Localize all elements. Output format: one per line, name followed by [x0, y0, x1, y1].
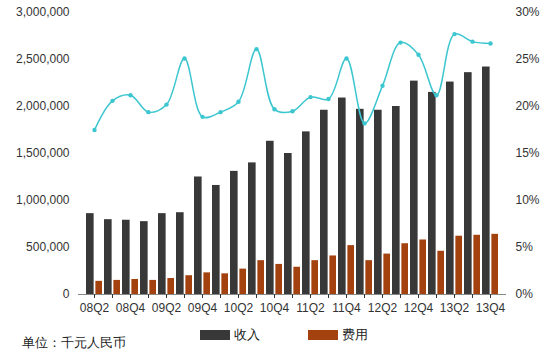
html-text:单位：千元人民币: 单位：千元人民币 [22, 335, 126, 350]
svg-text:2,000,000: 2,000,000 [16, 99, 70, 113]
svg-text:25%: 25% [516, 52, 540, 66]
svg-text:1,500,000: 1,500,000 [16, 146, 70, 160]
svg-text:20%: 20% [516, 99, 540, 113]
svg-text:09Q2: 09Q2 [152, 301, 182, 315]
svg-text:13Q4: 13Q4 [476, 301, 506, 315]
svg-text:15%: 15% [516, 146, 540, 160]
svg-text:0: 0 [63, 287, 70, 301]
svg-text:10%: 10% [516, 193, 540, 207]
svg-text:08Q4: 08Q4 [116, 301, 146, 315]
svg-text:08Q2: 08Q2 [80, 301, 110, 315]
svg-text:3,000,000: 3,000,000 [16, 5, 70, 19]
svg-text:12Q2: 12Q2 [368, 301, 398, 315]
svg-text:09Q4: 09Q4 [188, 301, 218, 315]
svg-text:30%: 30% [516, 5, 540, 19]
html-text:费用: 费用 [342, 327, 368, 342]
svg-text:13Q2: 13Q2 [440, 301, 470, 315]
svg-text:10Q4: 10Q4 [260, 301, 290, 315]
svg-text:11Q2: 11Q2 [296, 301, 325, 315]
svg-text:1,000,000: 1,000,000 [16, 193, 70, 207]
svg-text:5%: 5% [516, 240, 534, 254]
svg-text:500,000: 500,000 [26, 240, 70, 254]
svg-text:12Q4: 12Q4 [404, 301, 434, 315]
svg-text:0%: 0% [516, 287, 534, 301]
svg-text:10Q2: 10Q2 [224, 301, 254, 315]
svg-text:2,500,000: 2,500,000 [16, 52, 70, 66]
svg-text:11Q4: 11Q4 [332, 301, 361, 315]
html-text:收入: 收入 [234, 327, 260, 342]
